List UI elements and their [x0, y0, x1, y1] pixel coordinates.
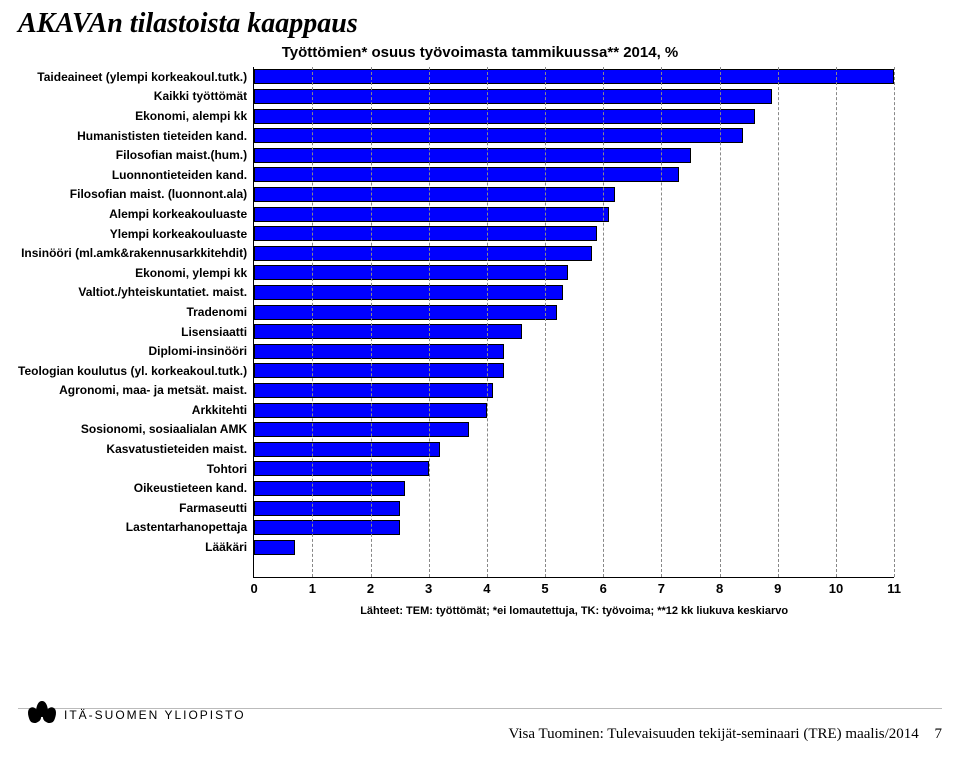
- y-axis-label: Diplomi-insinööri: [148, 341, 253, 361]
- bar: [254, 265, 568, 280]
- logo-icon: [28, 701, 56, 729]
- y-axis-label: Filosofian maist.(hum.): [116, 145, 253, 165]
- x-tick-label: 10: [829, 581, 843, 596]
- gridline: [778, 67, 779, 577]
- y-axis-label: Ylempi korkeakouluaste: [110, 224, 253, 244]
- bar: [254, 148, 690, 163]
- y-axis-label: Lääkäri: [205, 537, 253, 557]
- x-tick-label: 0: [251, 581, 258, 596]
- page-title: AKAVAn tilastoista kaappaus: [18, 8, 942, 40]
- bar: [254, 89, 772, 104]
- gridline: [371, 67, 372, 577]
- slide-page: AKAVAn tilastoista kaappaus Työttömien* …: [0, 0, 960, 757]
- chart-caption: Lähteet: TEM: työttömät; *ei lomautettuj…: [360, 605, 788, 617]
- gridline: [603, 67, 604, 577]
- y-axis-label: Valtiot./yhteiskuntatiet. maist.: [78, 283, 253, 303]
- y-axis-label: Taideaineet (ylempi korkeakoul.tutk.): [37, 67, 253, 87]
- chart-subtitle: Työttömien* osuus työvoimasta tammikuuss…: [18, 44, 942, 61]
- y-axis-label: Tradenomi: [186, 302, 253, 322]
- x-tick-label: 7: [658, 581, 665, 596]
- x-tick-label: 9: [774, 581, 781, 596]
- y-axis-label: Kasvatustieteiden maist.: [106, 439, 253, 459]
- footer-credit: Visa Tuominen: Tulevaisuuden tekijät-sem…: [508, 726, 918, 742]
- y-axis-label: Humanististen tieteiden kand.: [77, 126, 253, 146]
- bar: [254, 246, 591, 261]
- gridline: [429, 67, 430, 577]
- y-axis-label: Luonnontieteiden kand.: [112, 165, 253, 185]
- bar: [254, 305, 557, 320]
- university-logo: ITÄ-SUOMEN YLIOPISTO: [28, 701, 246, 729]
- gridline: [894, 67, 895, 577]
- y-axis-label: Tohtori: [207, 459, 253, 479]
- gridline: [836, 67, 837, 577]
- x-tick-label: 8: [716, 581, 723, 596]
- y-axis-label: Farmaseutti: [179, 498, 253, 518]
- y-axis-label: Arkkitehti: [192, 400, 253, 420]
- bar: [254, 187, 615, 202]
- logo-text: ITÄ-SUOMEN YLIOPISTO: [64, 708, 246, 722]
- gridline: [720, 67, 721, 577]
- y-axis-label: Sosionomi, sosiaalialan AMK: [81, 420, 253, 440]
- x-tick-label: 4: [483, 581, 490, 596]
- x-tick-label: 6: [600, 581, 607, 596]
- x-tick-label: 2: [367, 581, 374, 596]
- y-axis-label: Lastentarhanopettaja: [126, 518, 253, 538]
- y-axis-label: Filosofian maist. (luonnont.ala): [70, 185, 253, 205]
- page-number: 7: [935, 726, 943, 742]
- y-axis-label: Alempi korkeakouluaste: [109, 204, 253, 224]
- footer-text: Visa Tuominen: Tulevaisuuden tekijät-sem…: [508, 726, 942, 743]
- bar: [254, 520, 399, 535]
- bar: [254, 461, 429, 476]
- y-axis-labels: Taideaineet (ylempi korkeakoul.tutk.)Kai…: [18, 67, 253, 577]
- bar: [254, 481, 405, 496]
- bar: [254, 324, 522, 339]
- bar: [254, 442, 440, 457]
- x-tick-label: 1: [309, 581, 316, 596]
- x-tick-label: 3: [425, 581, 432, 596]
- bar: [254, 501, 399, 516]
- bar: [254, 167, 679, 182]
- bar: [254, 363, 504, 378]
- bar: [254, 69, 894, 84]
- x-tick-label: 5: [541, 581, 548, 596]
- bar: [254, 128, 743, 143]
- gridline: [545, 67, 546, 577]
- bar: [254, 109, 754, 124]
- gridline: [661, 67, 662, 577]
- bar: [254, 422, 469, 437]
- y-axis-label: Ekonomi, ylempi kk: [135, 263, 253, 283]
- x-tick-label: 11: [887, 581, 901, 596]
- y-axis-label: Insinööri (ml.amk&rakennusarkkitehdit): [21, 243, 253, 263]
- y-axis-label: Lisensiaatti: [181, 322, 253, 342]
- bar: [254, 207, 609, 222]
- bar: [254, 344, 504, 359]
- y-axis-label: Agronomi, maa- ja metsät. maist.: [59, 381, 253, 401]
- y-axis-label: Ekonomi, alempi kk: [135, 106, 253, 126]
- gridline: [487, 67, 488, 577]
- bars-layer: [254, 67, 894, 577]
- bar: [254, 540, 295, 555]
- plot-area: 01234567891011Lähteet: TEM: työttömät; *…: [253, 67, 894, 578]
- y-axis-label: Teologian koulutus (yl. korkeakoul.tutk.…: [18, 361, 253, 381]
- chart-container: Taideaineet (ylempi korkeakoul.tutk.)Kai…: [18, 67, 942, 578]
- gridline: [312, 67, 313, 577]
- y-axis-label: Oikeustieteen kand.: [134, 478, 253, 498]
- y-axis-label: Kaikki työttömät: [154, 87, 253, 107]
- bar: [254, 285, 562, 300]
- bar: [254, 383, 493, 398]
